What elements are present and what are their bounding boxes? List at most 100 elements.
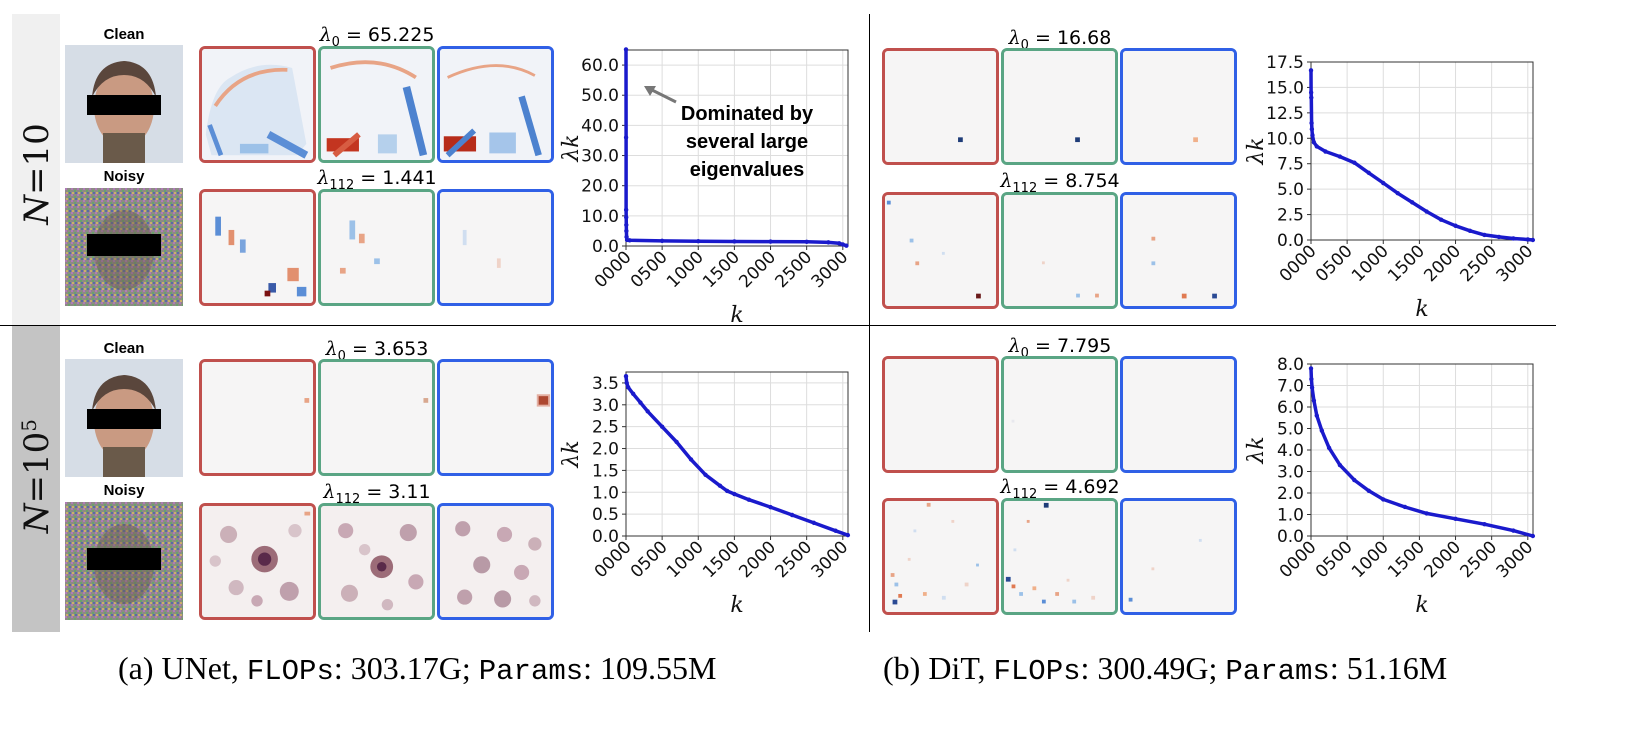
eigenvalue-point xyxy=(840,242,845,247)
dit-n10-lambda0-label: λ0 = 16.68 xyxy=(1008,27,1112,53)
x-tick-label: 2500 xyxy=(1456,537,1501,582)
row-label-n1e5: N=105 xyxy=(16,419,58,534)
y-tick-label: 0.0 xyxy=(592,237,619,257)
eigenvalue-point xyxy=(696,238,701,244)
plot-border xyxy=(625,371,849,537)
dit-n1e5-eigvec112-red xyxy=(882,498,999,615)
eigenvalue-point xyxy=(1496,234,1502,240)
x-tick-label: 1000 xyxy=(663,537,708,582)
dit-n10-eigvec112-blue xyxy=(1120,192,1237,309)
eigenvalue-point xyxy=(836,241,842,246)
eigenvalue-point xyxy=(1326,445,1332,451)
eigenvalue-point xyxy=(1314,413,1319,418)
eigenvalue-point xyxy=(624,215,629,220)
eigenvalue-point xyxy=(1424,209,1429,214)
unet-n10-eigvec112-blue xyxy=(437,189,554,306)
x-tick-label: 3000 xyxy=(1493,241,1538,286)
eigenvalue-point xyxy=(1314,144,1319,149)
eigenvalue-point xyxy=(746,497,752,502)
eigenvalue-point xyxy=(732,491,737,497)
x-tick-label: 3000 xyxy=(808,537,853,582)
y-tick-label: 3.0 xyxy=(1277,463,1304,483)
eigenvalue-point xyxy=(724,488,730,494)
unet-n10-lambda0-label: λ0 = 65.225 xyxy=(319,24,435,50)
eigenvalue-point xyxy=(804,239,809,244)
eigenvalue-point xyxy=(717,483,723,488)
y-tick-label: 0.0 xyxy=(592,527,619,547)
plot-frame xyxy=(625,371,849,537)
dit-n10-eigvec2-blue xyxy=(1120,48,1237,165)
eigenvalue-point xyxy=(623,47,629,52)
eigenvalue-point xyxy=(1308,90,1314,95)
x-tick-label: 2000 xyxy=(1420,537,1465,582)
dit-n10-eigvec112-red xyxy=(882,192,999,309)
unet-n10-eigvec112-green xyxy=(318,189,435,306)
eigenvalue-point xyxy=(1309,126,1315,132)
eigenvalue-point xyxy=(1482,521,1487,527)
eigenvalue-point xyxy=(1323,149,1328,154)
eigenvalue-point xyxy=(624,228,629,234)
eigenvalue-point xyxy=(1308,366,1314,371)
y-tick-label: 1.0 xyxy=(1277,506,1304,526)
eigenvalue-point xyxy=(1366,170,1372,176)
eigenvalue-point xyxy=(645,409,650,414)
x-tick-label: 0500 xyxy=(627,537,672,582)
clean-face-image-row2 xyxy=(65,359,183,477)
x-tick-label: 2500 xyxy=(1456,241,1501,286)
x-axis-label: k xyxy=(730,593,743,618)
y-tick-label: 4.0 xyxy=(1277,441,1304,461)
y-tick-label: 50.0 xyxy=(581,86,619,106)
x-tick-label: 1500 xyxy=(699,537,744,582)
eigenvalue-point xyxy=(833,528,838,533)
y-tick-label: 30.0 xyxy=(581,147,619,167)
y-tick-label: 2.0 xyxy=(1277,484,1304,504)
eigenvalue-point xyxy=(1511,528,1516,533)
y-tick-label: 3.5 xyxy=(592,374,619,394)
x-tick-label: 0500 xyxy=(627,247,672,292)
eigenvalue-point xyxy=(1530,237,1536,243)
dit-n1e5-eigvec1-green xyxy=(1001,356,1118,473)
x-tick-label: 2500 xyxy=(771,537,816,582)
eigenvalue-point xyxy=(768,239,773,244)
x-tick-label: 0500 xyxy=(1312,537,1357,582)
eigenvalue-point xyxy=(811,520,817,526)
y-axis-label: λk xyxy=(1244,436,1269,464)
clean-label-row1: Clean xyxy=(103,26,145,43)
eigenvalue-point xyxy=(688,457,694,462)
eigenvalue-point xyxy=(1308,68,1314,73)
x-axis-label: k xyxy=(1415,297,1428,322)
eigenvalue-point xyxy=(1453,223,1458,228)
dit-n1e5-eigen-plot-svg: 0.01.02.03.04.05.06.07.08.00000050010001… xyxy=(1244,355,1537,618)
eigenvalue-point xyxy=(1352,160,1357,165)
y-tick-label: 0.0 xyxy=(1277,527,1304,547)
unet-n1e5-eigvec2-blue xyxy=(437,359,554,476)
x-tick-label: 1000 xyxy=(1348,241,1393,286)
eigenvalue-point xyxy=(845,532,851,538)
eigenvalue-point xyxy=(627,238,632,243)
caption-a: (a) UNet, FLOPs: 303.17G; Params: 109.55… xyxy=(118,650,717,688)
unet-n10-eigvec2-blue xyxy=(437,46,554,163)
eigenvalue-point xyxy=(1309,385,1315,390)
unet-n10-eigvec0-red xyxy=(199,46,316,163)
eigenvalue-point xyxy=(624,380,629,386)
y-tick-label: 60.0 xyxy=(581,56,619,76)
y-tick-label: 3.0 xyxy=(592,396,619,416)
column-divider xyxy=(869,14,870,632)
y-tick-label: 40.0 xyxy=(581,116,619,136)
x-tick-label: 1500 xyxy=(699,247,744,292)
y-tick-label: 8.0 xyxy=(1277,355,1304,375)
eigenvalue-point xyxy=(1337,154,1343,159)
eigenvalue-point xyxy=(638,400,643,405)
y-tick-label: 10.0 xyxy=(581,207,619,227)
eigenvalue-point xyxy=(1409,200,1415,205)
dit-n10-eigen-plot: 0.0 2.5 5.0 7.5 10.0 12.5 15.0 17.5 0000 0500 1000… xyxy=(1244,36,1545,330)
y-tick-label: 7.0 xyxy=(1277,377,1304,397)
unet-n1e5-lambda0-label: λ0 = 3.653 xyxy=(325,338,429,364)
x-tick-label: 1000 xyxy=(1348,537,1393,582)
noisy-face-image-row1 xyxy=(65,188,183,306)
eigenvalue-point xyxy=(1381,180,1386,186)
y-tick-label: 0.5 xyxy=(592,505,619,525)
x-tick-label: 2000 xyxy=(735,537,780,582)
eigenvalue-point xyxy=(623,207,629,213)
y-tick-label: 2.5 xyxy=(1277,206,1304,226)
